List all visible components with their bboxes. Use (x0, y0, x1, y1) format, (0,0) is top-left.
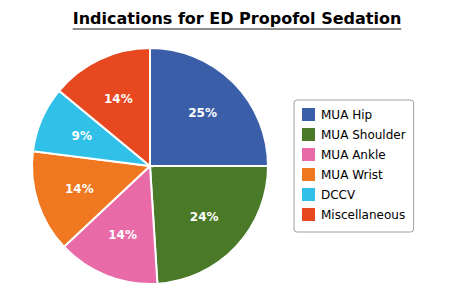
legend-swatch (302, 128, 315, 141)
legend-label: MUA Shoulder (321, 128, 406, 142)
pie-slice (150, 48, 268, 166)
data-label: 25% (188, 106, 217, 120)
legend-item: MUA Shoulder (302, 128, 406, 142)
legend-item: MUA Ankle (302, 148, 386, 162)
data-label: 14% (65, 182, 94, 196)
legend-label: MUA Hip (321, 108, 372, 122)
legend-label: MUA Ankle (321, 148, 386, 162)
data-label: 14% (108, 228, 137, 242)
legend-item: DCCV (302, 188, 356, 202)
pie (32, 48, 268, 284)
data-labels: 25% 24% 14% 14% 9% 14% (65, 92, 219, 242)
legend-item: MUA Hip (302, 108, 372, 122)
legend: MUA Hip MUA Shoulder MUA Ankle MUA Wrist DCC… (294, 100, 414, 232)
legend-swatch (302, 148, 315, 161)
chart-container: Indications for ED Propofol Sedation25%2… (0, 0, 474, 302)
legend-swatch (302, 188, 315, 201)
legend-swatch (302, 108, 315, 121)
legend-frame (294, 100, 414, 232)
data-label: 14% (104, 92, 133, 106)
legend-label: DCCV (321, 188, 356, 202)
legend-label: MUA Wrist (321, 168, 383, 182)
legend-label: Miscellaneous (321, 208, 405, 222)
data-label: 24% (190, 210, 219, 224)
chart-svg: Indications for ED Propofol Sedation25%2… (0, 0, 474, 302)
legend-item: MUA Wrist (302, 168, 383, 182)
legend-swatch (302, 168, 315, 181)
legend-item: Miscellaneous (302, 208, 405, 222)
legend-swatch (302, 208, 315, 221)
pie-slice (59, 48, 150, 166)
data-label: 9% (72, 129, 92, 143)
pie-slice (150, 166, 268, 284)
chart-title: Indications for ED Propofol Sedation (73, 9, 402, 28)
pie-slice (32, 151, 150, 247)
title-underline (73, 29, 402, 30)
